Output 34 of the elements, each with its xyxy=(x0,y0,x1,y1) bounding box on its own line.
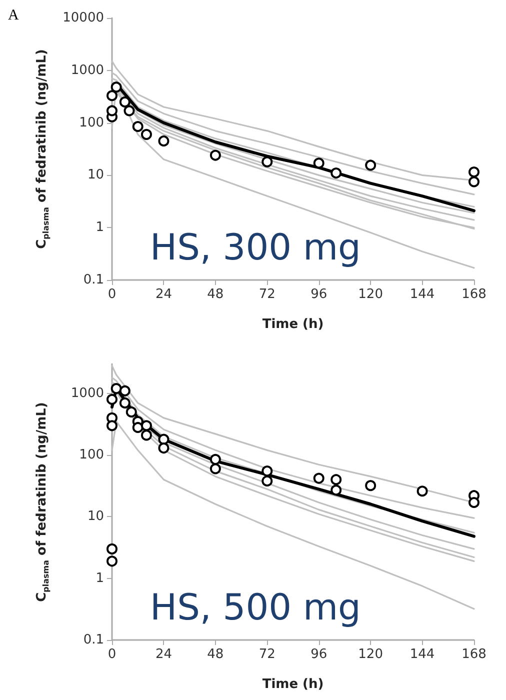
x-tick-label: 48 xyxy=(207,287,224,302)
y-tick-label: 100 xyxy=(79,115,104,130)
x-tick-label: 0 xyxy=(108,647,116,662)
x-tick-label: 72 xyxy=(258,287,276,302)
x-tick-label: 72 xyxy=(258,647,276,662)
y-tick-label: 100 xyxy=(79,448,104,463)
y-tick-label: 10 xyxy=(87,509,104,524)
x-tick-label: 24 xyxy=(155,287,172,302)
x-axis-title: Time (h) xyxy=(262,317,324,332)
y-tick-label: 10 xyxy=(87,168,104,183)
x-tick-label: 24 xyxy=(155,647,172,662)
y-tick-label: 1000 xyxy=(70,62,104,78)
y-tick-label: 0.1 xyxy=(83,272,104,288)
x-tick-label: 120 xyxy=(358,647,383,662)
x-tick-label: 168 xyxy=(462,287,486,302)
y-tick-label: 0.1 xyxy=(83,632,104,648)
y-axis-title: Cplasma of fedratinib (ng/mL) xyxy=(34,49,50,249)
x-tick-label: 96 xyxy=(310,287,328,302)
x-tick-label: 120 xyxy=(358,287,383,302)
y-tick-label: 1 xyxy=(96,220,104,236)
x-tick-label: 168 xyxy=(462,647,486,662)
x-tick-label: 144 xyxy=(410,647,435,662)
x-tick-label: 48 xyxy=(207,647,224,662)
x-tick-label: 0 xyxy=(108,287,116,302)
annotation: HS, 500 mg xyxy=(150,588,361,628)
y-tick-label: 10000 xyxy=(62,10,104,26)
y-tick-label: 1 xyxy=(96,570,104,586)
x-axis-title: Time (h) xyxy=(262,677,324,692)
x-tick-label: 96 xyxy=(310,647,328,662)
y-tick-label: 1000 xyxy=(70,386,104,401)
x-tick-label: 144 xyxy=(410,287,435,302)
annotation: HS, 300 mg xyxy=(150,228,361,268)
text: A xyxy=(8,8,19,24)
y-axis-title: Cplasma of fedratinib (ng/mL) xyxy=(34,402,50,602)
